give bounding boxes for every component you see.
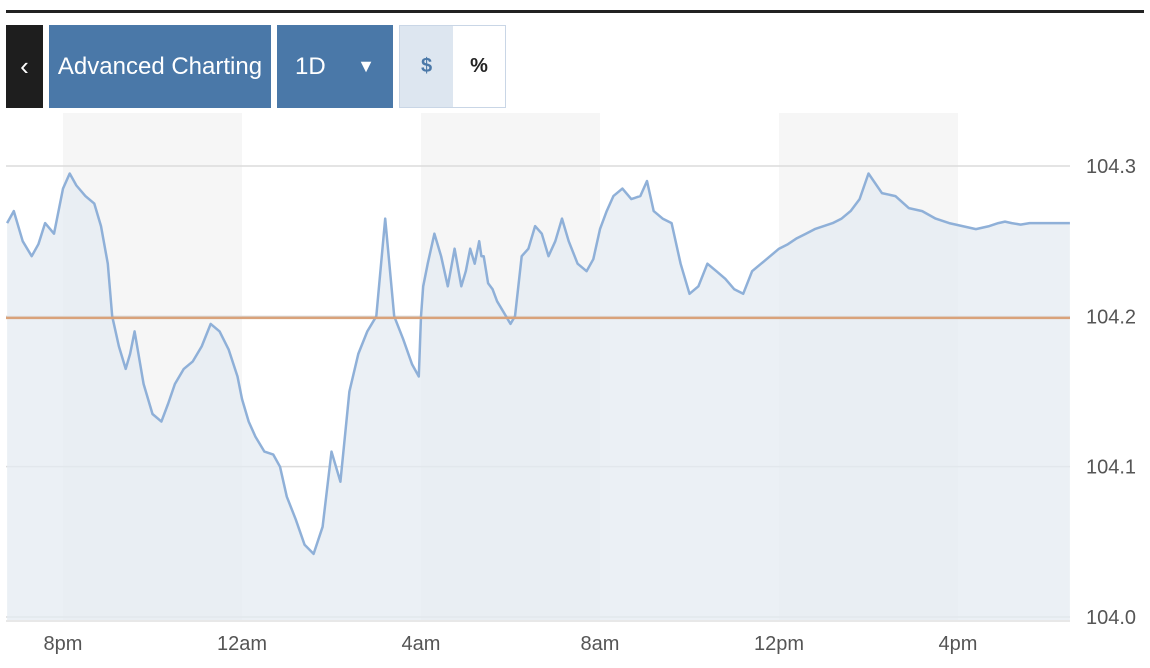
caret-down-icon: ▼ <box>357 56 375 76</box>
top-rule <box>6 10 1144 13</box>
range-label: 1D <box>295 52 326 80</box>
x-tick-label: 12am <box>217 633 267 655</box>
y-tick-label: 104.2 <box>1086 306 1136 328</box>
percent-toggle-button[interactable]: % <box>453 26 505 107</box>
chevron-left-icon: ‹ <box>20 51 29 81</box>
price-line <box>6 172 1070 556</box>
x-tick-label: 12pm <box>754 633 804 655</box>
advanced-charting-button[interactable]: Advanced Charting <box>49 25 271 108</box>
back-button[interactable]: ‹ <box>6 25 43 108</box>
percent-label: % <box>470 55 488 77</box>
x-tick-label: 8am <box>581 633 620 655</box>
y-tick-label: 104.0 <box>1086 607 1136 629</box>
x-tick-label: 8pm <box>44 633 83 655</box>
x-tick-label: 4pm <box>939 633 978 655</box>
dollar-toggle-button[interactable]: $ <box>400 26 453 107</box>
y-tick-label: 104.1 <box>1086 457 1136 479</box>
x-tick-label: 4am <box>402 633 441 655</box>
advanced-charting-label: Advanced Charting <box>57 52 263 80</box>
range-dropdown[interactable]: 1D ▼ <box>277 25 393 108</box>
price-area <box>7 173 1070 620</box>
chart-toolbar: ‹ Advanced Charting 1D ▼ $ % <box>6 25 506 108</box>
dollar-label: $ <box>420 55 433 77</box>
y-tick-label: 104.3 <box>1086 156 1136 178</box>
unit-toggle: $ % <box>399 25 506 108</box>
